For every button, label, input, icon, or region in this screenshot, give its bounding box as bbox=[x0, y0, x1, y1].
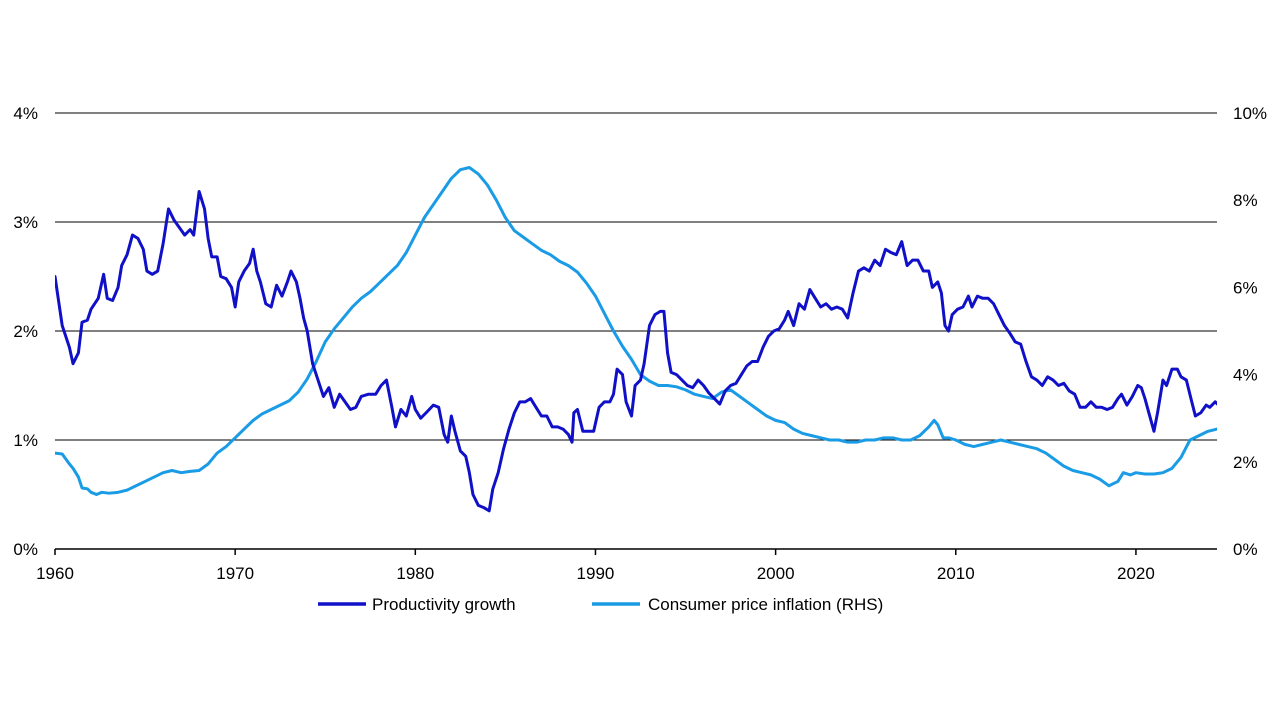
y-right-tick-label: 10% bbox=[1233, 104, 1267, 123]
y-left-tick-label: 2% bbox=[13, 322, 38, 341]
x-tick-label: 1960 bbox=[36, 564, 74, 583]
legend-item-productivity-growth: Productivity growth bbox=[318, 595, 516, 614]
legend: Productivity growth Consumer price inflat… bbox=[318, 595, 883, 614]
x-tick-label: 2010 bbox=[937, 564, 975, 583]
right-axis-labels: 0% 2% 4% 6% 8% 10% bbox=[1233, 104, 1267, 559]
gridlines bbox=[55, 112, 1217, 441]
y-left-tick-label: 0% bbox=[13, 540, 38, 559]
y-right-tick-label: 2% bbox=[1233, 453, 1258, 472]
y-left-tick-label: 3% bbox=[13, 213, 38, 232]
x-tick-label: 2000 bbox=[757, 564, 795, 583]
series-line-productivity-growth bbox=[55, 189, 1217, 513]
series-layer bbox=[55, 166, 1217, 513]
x-axis: 1960 1970 1980 1990 2000 2010 2020 bbox=[36, 548, 1217, 583]
legend-item-consumer-price-inflation: Consumer price inflation (RHS) bbox=[592, 595, 883, 614]
y-left-tick-label: 1% bbox=[13, 431, 38, 450]
y-right-tick-label: 4% bbox=[1233, 366, 1258, 385]
y-right-tick-label: 6% bbox=[1233, 278, 1258, 297]
left-axis-labels: 0% 1% 2% 3% 4% bbox=[13, 104, 38, 559]
legend-label: Consumer price inflation (RHS) bbox=[648, 595, 883, 614]
y-left-tick-label: 4% bbox=[13, 104, 38, 123]
legend-label: Productivity growth bbox=[372, 595, 516, 614]
x-tick-label: 2020 bbox=[1117, 564, 1155, 583]
x-tick-label: 1980 bbox=[396, 564, 434, 583]
y-right-tick-label: 0% bbox=[1233, 540, 1258, 559]
y-right-tick-label: 8% bbox=[1233, 191, 1258, 210]
x-tick-label: 1970 bbox=[216, 564, 254, 583]
x-tick-label: 1990 bbox=[577, 564, 615, 583]
